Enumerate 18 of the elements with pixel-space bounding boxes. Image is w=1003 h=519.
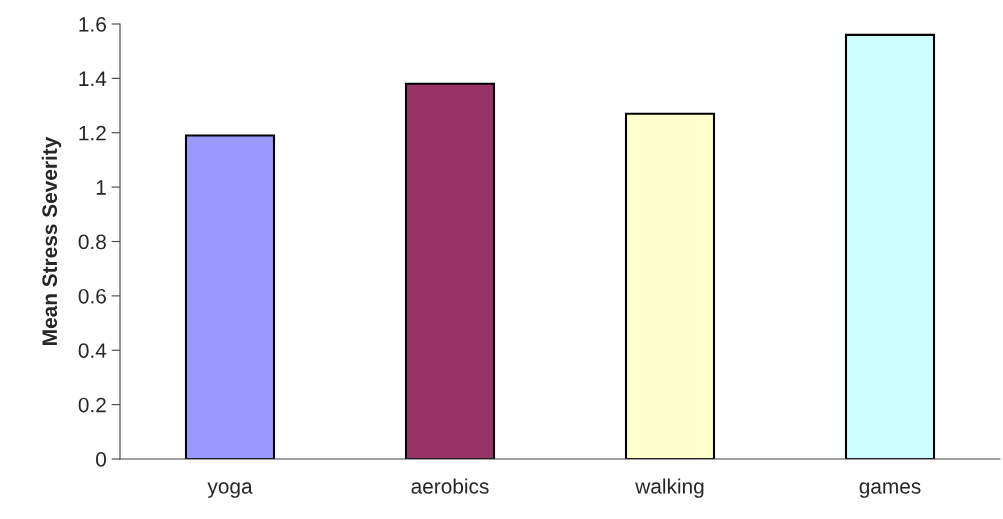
y-tick-label: 0.2 bbox=[78, 397, 106, 413]
x-tick-label: walking bbox=[635, 478, 704, 498]
x-tick-label: games bbox=[859, 482, 921, 498]
y-tick-label: 0.6 bbox=[78, 288, 106, 304]
y-tick-label: 0 bbox=[96, 452, 106, 467]
y-axis-title: Mean Stress Severity bbox=[41, 136, 62, 345]
y-tick-label: 1 bbox=[96, 180, 106, 195]
x-tick-label: yoga bbox=[207, 482, 253, 498]
bar bbox=[184, 134, 276, 459]
y-tick-label: 0.8 bbox=[78, 234, 106, 250]
x-tick-label: aerobics bbox=[411, 478, 489, 494]
bar bbox=[404, 82, 496, 459]
bar bbox=[844, 33, 936, 459]
y-tick-label: 1.6 bbox=[79, 17, 106, 32]
y-tick-label: 1.2 bbox=[79, 125, 106, 141]
bar bbox=[624, 112, 716, 459]
y-tick-label: 0.4 bbox=[78, 343, 107, 358]
y-tick-label: 1.4 bbox=[79, 71, 107, 86]
